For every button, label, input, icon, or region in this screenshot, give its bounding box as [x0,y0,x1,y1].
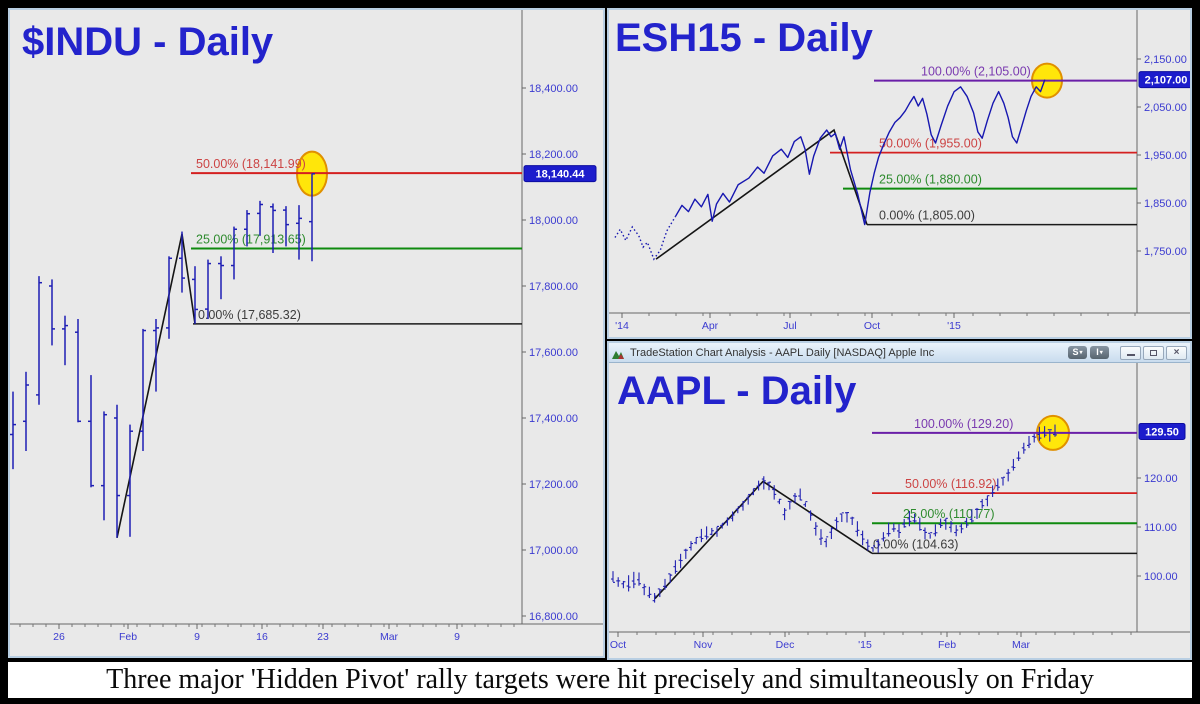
indu-price-chart[interactable]: 18,400.00 18,200.00 18,000.00 17,800.00 17,6… [10,10,603,656]
y-axis-label: 2,150.00 [1144,54,1187,66]
restore-icon [1150,349,1157,356]
aapl-last-price-badge: 129.50 [1138,422,1186,440]
interval-dropdown-button[interactable]: I ▾ [1090,346,1109,359]
pivot-level-label: 100.00% (2,105.00) [921,65,1031,79]
x-axis-label: Feb [938,639,956,651]
x-axis-label: 16 [256,631,268,643]
aapl-window-title: TradeStation Chart Analysis - AAPL Daily… [630,346,935,359]
y-axis-label: 1,850.00 [1144,198,1187,210]
x-axis-label: Oct [864,320,880,332]
pivot-level-label: 50.00% (1,955.00) [879,137,982,151]
y-axis-label: 17,400.00 [529,413,578,425]
x-axis-label: 9 [454,631,460,643]
y-axis-label: 120.00 [1144,473,1178,485]
x-axis-label: '15 [858,639,872,651]
x-axis-label: Nov [694,639,713,651]
aapl-abc-trendline [654,480,873,600]
x-axis-label: 23 [317,631,329,643]
chevron-down-icon: ▾ [1099,349,1103,356]
y-axis-label: 1,750.00 [1144,246,1187,258]
minimize-icon [1126,354,1135,356]
esh-last-price-badge: 2,107.00 [1138,71,1190,89]
indu-axes: 18,400.00 18,200.00 18,000.00 17,800.00 17,6… [10,10,603,643]
aapl-titlebar[interactable]: TradeStation Chart Analysis - AAPL Daily… [609,343,1190,363]
x-axis-label: Mar [380,631,399,643]
y-axis-label: 17,600.00 [529,347,578,359]
esh15-chart-title: ESH15 - Daily [615,16,873,60]
minimize-button[interactable] [1120,345,1141,360]
indu-last-price-badge: 18,140.44 [523,165,597,183]
x-axis-label: Oct [610,639,626,651]
caption-bar: Three major 'Hidden Pivot' rally targets… [8,662,1192,698]
close-icon: × [1173,346,1180,358]
y-axis-label: 18,200.00 [529,149,578,161]
esh-abc-trendline [655,128,868,260]
esh-pivot-levels: 100.00% (2,105.00) 50.00% (1,955.00) 25.00… [830,65,1137,226]
y-axis-label: 17,200.00 [529,479,578,491]
aapl-chart-window: TradeStation Chart Analysis - AAPL Daily… [607,341,1192,660]
pivot-level-label: 0.00% (17,685.32) [198,308,301,322]
indu-pivot-levels: 50.00% (18,141.99) 25.00% (17,913.65) 0.00… [191,157,522,325]
restore-button[interactable] [1143,345,1164,360]
chevron-down-icon: ▾ [1079,349,1083,356]
x-axis-label: Jul [783,320,796,332]
pivot-level-label: 100.00% (129.20) [914,417,1013,431]
aapl-axes: 120.00 110.00 100.00 Oct Nov Dec '15 Feb Mar [609,363,1190,651]
pivot-level-label: 25.00% (110.77) [903,507,995,521]
indu-chart-window: $INDU - Daily 18,400.00 18,200.00 18,000.0… [8,8,605,658]
x-axis-label: Dec [776,639,795,651]
x-axis-label: '15 [947,320,961,332]
pivot-level-label: 25.00% (1,880.00) [879,173,982,187]
x-axis-label: Mar [1012,639,1031,651]
aapl-pivot-levels: 100.00% (129.20) 50.00% (116.92) 25.00% (1… [872,417,1137,555]
close-button[interactable]: × [1166,345,1187,360]
y-axis-label: 1,950.00 [1144,150,1187,162]
pivot-level-label: 0.00% (104.63) [873,537,958,551]
x-axis-label: 26 [53,631,65,643]
y-axis-label: 18,000.00 [529,215,578,227]
caption-text: Three major 'Hidden Pivot' rally targets… [106,664,1094,695]
pivot-level-label: 25.00% (17,913.65) [196,232,306,246]
svg-text:129.50: 129.50 [1145,426,1179,438]
y-axis-label: 100.00 [1144,571,1178,583]
y-axis-label: 110.00 [1144,522,1177,534]
pivot-level-label: 0.00% (1,805.00) [879,209,975,223]
x-axis-label: Apr [702,320,719,332]
tradestation-app-icon [612,347,625,359]
esh15-chart-window: ESH15 - Daily 2,150.00 2,050.00 1,950.00 1,… [607,8,1192,339]
x-axis-label: 9 [194,631,200,643]
x-axis-label: Feb [119,631,137,643]
style-dropdown-button[interactable]: S ▾ [1068,346,1087,359]
svg-text:2,107.00: 2,107.00 [1145,75,1188,87]
pivot-level-label: 50.00% (116.92) [905,477,997,491]
y-axis-label: 17,800.00 [529,281,578,293]
y-axis-label: 17,000.00 [529,545,578,557]
aapl-chart-title: AAPL - Daily [617,369,857,413]
aapl-price-series [611,424,1057,603]
esh15-price-chart[interactable]: 2,150.00 2,050.00 1,950.00 1,850.00 1,750.00… [609,10,1190,337]
esh-axes: 2,150.00 2,050.00 1,950.00 1,850.00 1,750.00… [609,10,1190,332]
indu-price-series [10,173,315,538]
svg-text:18,140.44: 18,140.44 [536,169,586,181]
pivot-level-label: 50.00% (18,141.99) [196,157,306,171]
aapl-price-chart[interactable]: 120.00 110.00 100.00 Oct Nov Dec '15 Feb Mar 100.… [609,363,1190,658]
x-axis-label: '14 [615,320,629,332]
esh-price-series [614,79,1046,261]
y-axis-label: 2,050.00 [1144,102,1187,114]
y-axis-label: 18,400.00 [529,83,578,95]
y-axis-label: 16,800.00 [529,611,578,623]
indu-chart-title: $INDU - Daily [22,20,274,64]
